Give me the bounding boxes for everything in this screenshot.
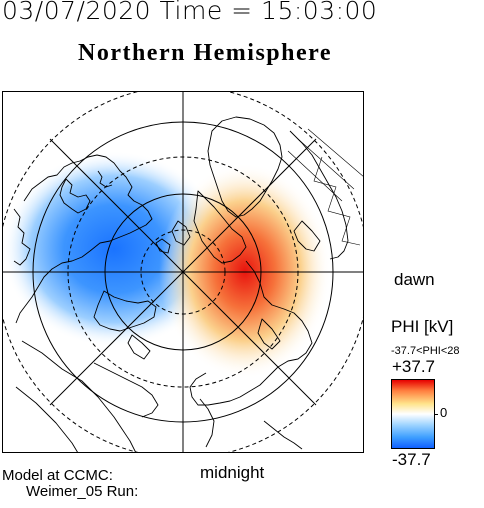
coastline xyxy=(199,398,215,448)
coastline xyxy=(189,260,313,406)
coastline xyxy=(15,386,79,453)
colorbar-max-label: +37.7 xyxy=(392,357,436,376)
coastline xyxy=(193,190,247,264)
coastline xyxy=(263,420,303,450)
date-time-title: 03/07/2020 Time = 15:03:00 xyxy=(2,0,378,25)
coastline xyxy=(13,208,31,266)
colorbar xyxy=(391,379,435,449)
coastline xyxy=(97,170,113,188)
colorbar-zero-tick xyxy=(434,414,438,415)
hemisphere-title: Northern Hemisphere xyxy=(77,40,332,66)
coastline xyxy=(293,220,321,252)
coastline xyxy=(15,154,153,324)
grid-line xyxy=(313,156,361,246)
coastline xyxy=(289,130,349,260)
midnight-label: midnight xyxy=(200,463,265,482)
coastline xyxy=(257,318,281,350)
colorbar-zero-label: 0 xyxy=(440,405,448,420)
coastline xyxy=(171,220,191,246)
coastline xyxy=(59,178,91,214)
grid-line xyxy=(297,138,355,190)
coastline xyxy=(93,290,157,332)
run-line: Weimer_05 Run: xyxy=(26,483,139,500)
dawn-label: dawn xyxy=(394,270,435,289)
colorbar-min-label: -37.7 xyxy=(392,450,431,469)
coastline xyxy=(207,116,283,218)
grid-line xyxy=(307,128,364,178)
colorbar-range-text: -37.7<PHI<28 xyxy=(391,345,460,357)
model-line: Model at CCMC: xyxy=(2,467,113,484)
colorbar-quantity-label: PHI [kV] xyxy=(391,317,454,336)
coastline xyxy=(93,362,159,418)
grid-line xyxy=(287,150,343,202)
coastline xyxy=(21,340,137,453)
coastline xyxy=(127,334,151,360)
map-border xyxy=(2,91,364,453)
positive-potential-cell xyxy=(159,163,331,379)
coastline xyxy=(155,238,171,254)
meridian-line xyxy=(49,138,317,406)
polar-potential-map xyxy=(2,91,364,453)
